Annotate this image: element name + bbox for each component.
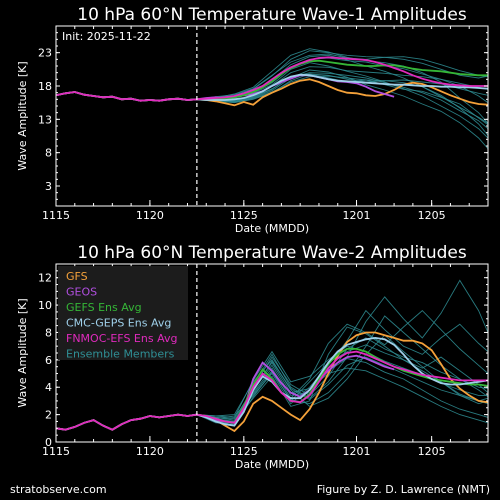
chart-title: 10 hPa 60°N Temperature Wave-2 Amplitude… [77,243,467,263]
y-tick-label: 8 [45,326,52,339]
legend-entry-fnmoc: FNMOC-EFS Ens Avg [66,332,177,345]
ensemble-member-line [196,72,488,130]
y-axis-label: Wave Amplitude [K] [16,298,29,407]
ensemble-member-line [196,73,488,136]
y-tick-label: 12 [38,272,52,285]
y-tick-label: 3 [45,180,52,193]
footer-left: stratobserve.com [10,483,107,496]
y-tick-label: 8 [45,147,52,160]
y-tick-label: 13 [38,113,52,126]
ensemble-member-line [196,75,488,103]
legend-entry-members: Ensemble Members [66,348,175,361]
x-tick-label: 1205 [418,445,446,458]
x-tick-label: 1125 [230,209,258,222]
y-tick-label: 2 [45,409,52,422]
legend-entry-cmc: CMC-GEPS Ens Avg [66,317,171,330]
footer-right: Figure by Z. D. Lawrence (NMT) [317,483,490,496]
legend-box [58,266,188,360]
y-tick-label: 18 [38,80,52,93]
x-tick-label: 1115 [42,209,70,222]
plot-area [56,279,488,433]
x-axis-label: Date (MMDD) [235,458,309,471]
chart-title: 10 hPa 60°N Temperature Wave-1 Amplitude… [77,5,467,25]
legend-entry-geos: GEOS [66,286,97,299]
y-axis-label: Wave Amplitude [K] [16,61,29,170]
x-axis-label: Date (MMDD) [235,222,309,235]
x-tick-label: 1201 [343,209,371,222]
legend: GFS GEOS GEFS Ens Avg CMC-GEPS Ens Avg FNMOC… [58,266,188,361]
x-tick-label: 1120 [136,445,164,458]
ensemble-member-line [196,326,488,422]
ensemble-member-line [196,69,488,149]
y-tick-label: 6 [45,354,52,367]
plot-area [56,48,488,149]
fnmoc-series-line [56,350,488,431]
y-tick-label: 23 [38,47,52,60]
legend-entry-gfs: GFS [66,270,88,283]
fnmoc-series-line [56,56,488,102]
y-tick-label: 0 [45,436,52,449]
init-annotation: Init: 2025-11-22 [62,30,151,43]
ensemble-member-line [196,345,488,418]
axes-frame [55,25,489,207]
x-tick-label: 1115 [42,445,70,458]
y-tick-label: 4 [45,381,52,394]
x-tick-label: 1125 [230,445,258,458]
gefs-series-line [56,59,488,102]
wave1-panel: 10 hPa 60°N Temperature Wave-1 Amplitude… [16,5,489,235]
y-tick-label: 10 [38,299,52,312]
x-tick-label: 1120 [136,209,164,222]
wave2-panel: 10 hPa 60°N Temperature Wave-2 Amplitude… [16,243,489,471]
x-tick-label: 1205 [418,209,446,222]
x-tick-label: 1201 [343,445,371,458]
legend-entry-gefs: GEFS Ens Avg [66,301,142,314]
